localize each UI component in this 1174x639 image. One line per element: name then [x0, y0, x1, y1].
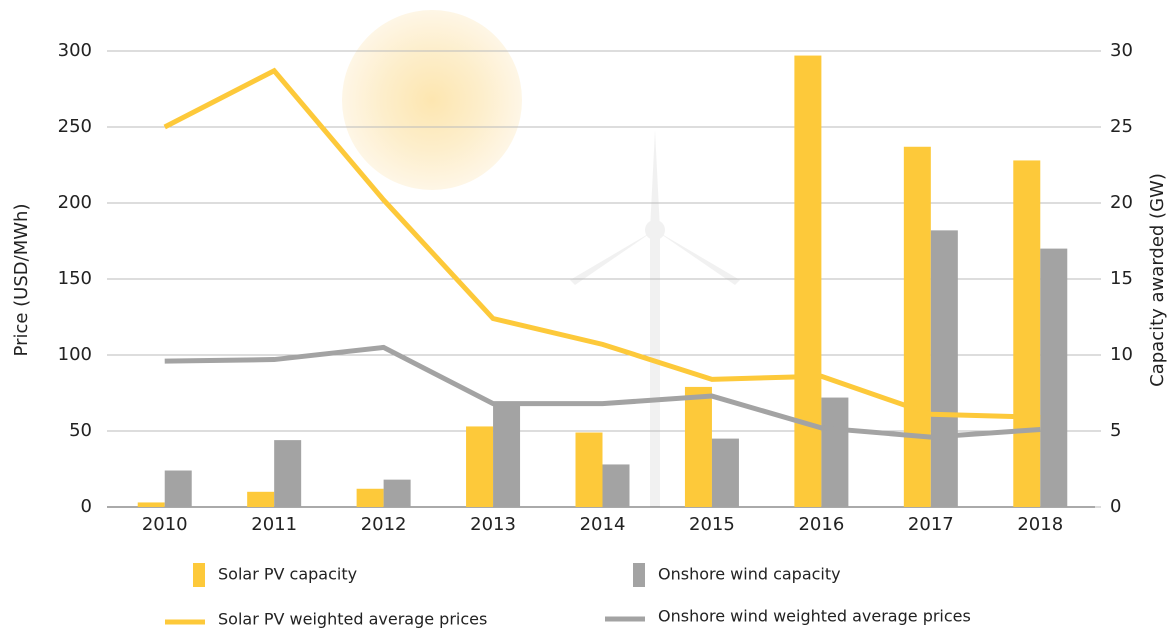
legend-label: Onshore wind weighted average prices	[658, 607, 971, 626]
turbine-decoration	[570, 130, 740, 507]
y2-tick-label: 0	[1110, 496, 1121, 517]
bar	[821, 397, 849, 507]
bar	[164, 470, 192, 507]
y2-tick-label: 25	[1110, 116, 1133, 137]
x-tick-label: 2016	[798, 514, 844, 535]
line	[163, 67, 1041, 420]
bar	[274, 440, 302, 507]
bar	[466, 426, 494, 507]
bar	[903, 146, 931, 507]
legend-label: Solar PV weighted average prices	[218, 610, 487, 629]
y2-axis-title: Capacity awarded (GW)	[1147, 173, 1168, 387]
y2-tick-label: 30	[1110, 40, 1133, 61]
legend-label: Solar PV capacity	[218, 565, 357, 584]
bar	[684, 386, 712, 507]
bar	[930, 230, 958, 508]
y-tick-label: 250	[58, 116, 92, 137]
bar	[137, 502, 165, 507]
y-tick-label: 0	[81, 496, 92, 517]
y2-tick-label: 15	[1110, 268, 1133, 289]
x-tick-label: 2013	[470, 514, 516, 535]
bar	[794, 55, 822, 508]
y2-tick-label: 5	[1110, 420, 1121, 441]
y-tick-label: 50	[69, 420, 92, 441]
x-tick-label: 2018	[1017, 514, 1063, 535]
x-tick-label: 2012	[361, 514, 407, 535]
bar	[356, 488, 384, 507]
y-axis-title: Price (USD/MWh)	[11, 204, 32, 357]
bar	[602, 464, 630, 507]
sun-decoration	[342, 10, 522, 190]
y-tick-label: 300	[58, 40, 92, 61]
bar	[575, 432, 603, 507]
bar	[1040, 248, 1068, 507]
y-tick-label: 150	[58, 268, 92, 289]
y2-tick-label: 10	[1110, 344, 1133, 365]
x-tick-label: 2017	[908, 514, 954, 535]
legend-label: Onshore wind capacity	[658, 565, 841, 584]
x-tick-label: 2011	[251, 514, 297, 535]
bar	[493, 402, 521, 507]
bar	[1013, 160, 1041, 507]
x-tick-label: 2010	[142, 514, 188, 535]
y-tick-label: 200	[58, 192, 92, 213]
legend-swatch	[193, 563, 205, 587]
bar	[711, 438, 739, 507]
line	[164, 344, 1041, 440]
y2-tick-label: 20	[1110, 192, 1133, 213]
legend-swatch	[633, 563, 645, 587]
bar	[247, 491, 275, 507]
x-tick-label: 2014	[580, 514, 626, 535]
y-tick-label: 100	[58, 344, 92, 365]
bar	[383, 479, 411, 507]
x-tick-label: 2015	[689, 514, 735, 535]
